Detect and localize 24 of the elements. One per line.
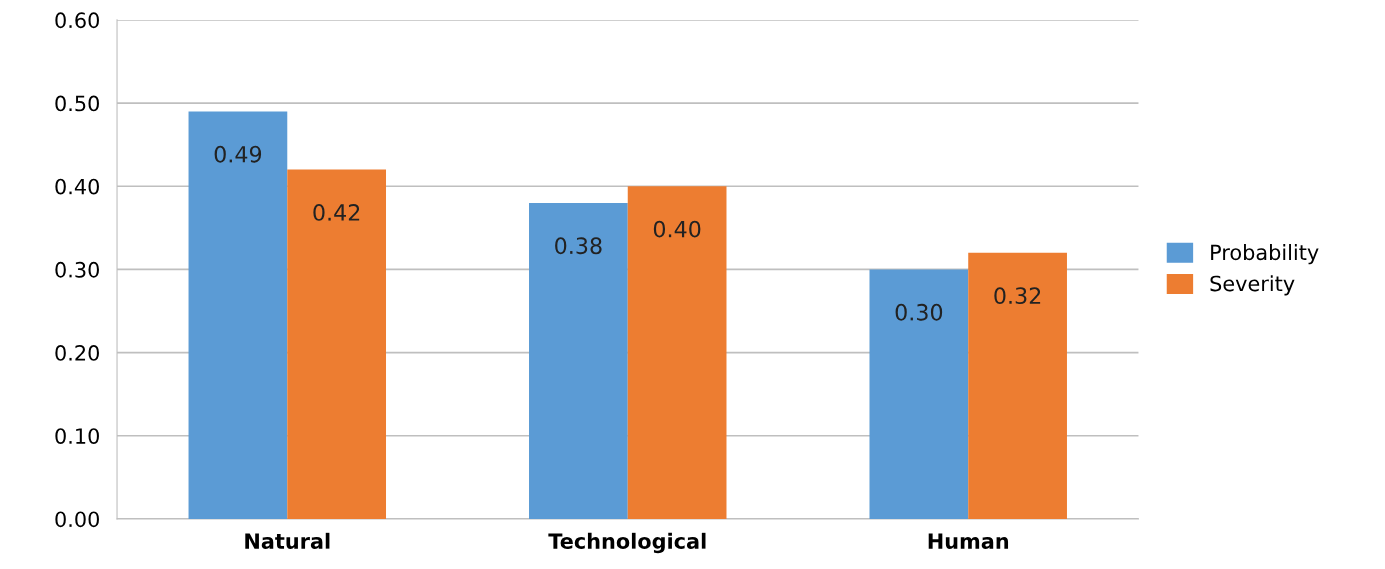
bar <box>529 202 628 519</box>
data-label: 0.32 <box>994 287 1041 305</box>
data-label: 0.30 <box>895 303 943 321</box>
x-tick-label: Natural <box>245 532 330 549</box>
y-tick-label: 0.40 <box>55 178 99 195</box>
legend-label: Severity <box>1210 275 1295 296</box>
y-tick-label: 0.60 <box>55 12 99 29</box>
bar <box>627 186 727 519</box>
y-tick-label: 0.10 <box>55 428 99 444</box>
data-label: 0.49 <box>214 145 262 163</box>
bar <box>968 252 1067 519</box>
bar <box>188 111 288 519</box>
x-tick-label: Human <box>928 533 1009 549</box>
legend-label: Probability <box>1211 244 1319 265</box>
bar <box>869 269 969 519</box>
x-tick-label: Technological <box>548 532 706 554</box>
y-tick-label: 0.00 <box>55 511 99 528</box>
y-tick-label: 0.50 <box>55 95 99 112</box>
data-label: 0.38 <box>555 237 602 255</box>
bar <box>287 169 387 519</box>
data-label: 0.42 <box>313 204 360 221</box>
data-label: 0.40 <box>653 220 701 238</box>
y-tick-label: 0.30 <box>55 261 99 278</box>
y-tick-label: 0.20 <box>55 345 99 361</box>
